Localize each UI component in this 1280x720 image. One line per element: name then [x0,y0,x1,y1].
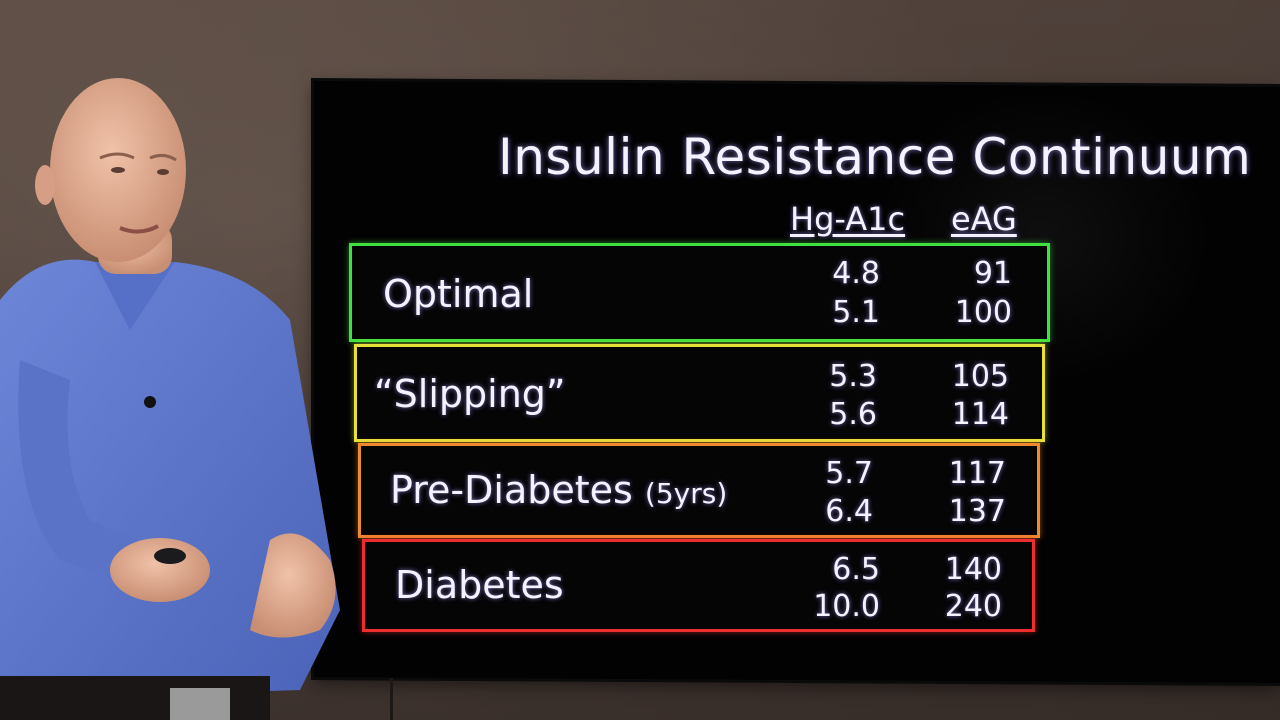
column-header-eag: eAG [951,200,1017,238]
eag-low-diabetes: 140 [944,552,1002,587]
shirt [0,259,340,700]
a1c-high-pre-diabetes: 6.4 [825,494,873,529]
eag-low-optimal: 91 [973,256,1012,291]
band-pre-diabetes [358,443,1040,538]
a1c-low-pre-diabetes: 5.7 [825,456,873,491]
clicker-remote [154,548,186,564]
eag-low-slipping: 105 [951,359,1009,394]
tv-cord [390,678,393,720]
row-label-diabetes: Diabetes [395,563,564,607]
eag-low-pre-diabetes: 117 [948,456,1006,491]
a1c-high-diabetes: 10.0 [813,589,880,624]
lapel-mic [144,396,156,408]
a1c-low-slipping: 5.3 [829,359,877,394]
slide-title: Insulin Resistance Continuum [498,128,1252,186]
column-header-a1c: Hg-A1c [790,200,906,238]
eag-high-optimal: 100 [954,295,1012,330]
a1c-high-slipping: 5.6 [829,397,877,432]
presenter-figure [0,78,340,720]
a1c-low-diabetes: 6.5 [832,552,880,587]
eag-high-diabetes: 240 [944,589,1002,624]
eag-high-pre-diabetes: 137 [948,494,1006,529]
a1c-low-optimal: 4.8 [832,256,880,291]
row-note-pre-diabetes: (5yrs) [644,477,728,510]
presenter-hand-right [250,533,336,638]
eag-high-slipping: 114 [951,397,1009,432]
row-label-optimal: Optimal [383,272,534,316]
a1c-high-optimal: 5.1 [832,295,880,330]
presenter-hand-left [110,538,210,602]
band-optimal [349,243,1050,342]
band-slipping [354,344,1045,442]
row-label-pre-diabetes-text: Pre-Diabetes [390,468,633,512]
row-label-pre-diabetes: Pre-Diabetes (5yrs) [390,468,727,512]
band-diabetes [362,539,1035,632]
row-label-slipping: “Slipping” [374,372,566,416]
